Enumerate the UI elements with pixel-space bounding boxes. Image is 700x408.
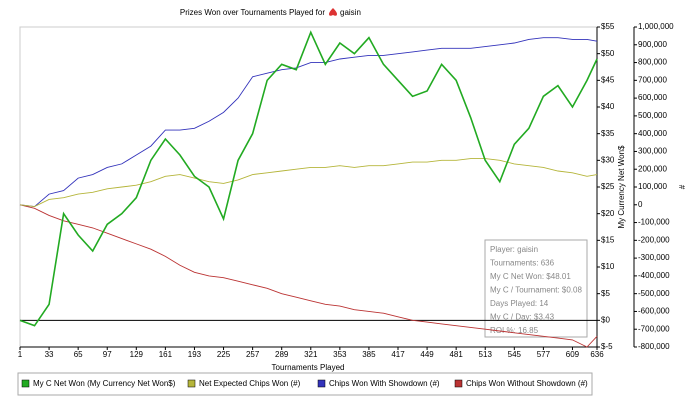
legend-label: Net Expected Chips Won (#) bbox=[199, 379, 301, 388]
y-axis-label: My Currency Net Won$ bbox=[617, 145, 626, 229]
x-tick-label: 481 bbox=[449, 350, 463, 359]
x-tick-label: 257 bbox=[246, 350, 260, 359]
y-tick-label: $15 bbox=[601, 235, 615, 244]
legend-swatch bbox=[317, 379, 326, 388]
x-axis-label: Tournaments Played bbox=[272, 363, 345, 372]
spade-icon bbox=[329, 8, 337, 16]
y2-tick-label: -400,000 bbox=[638, 271, 670, 280]
series-line bbox=[19, 30, 598, 327]
y-tick-label: $45 bbox=[601, 75, 615, 84]
y-tick-label: $40 bbox=[601, 102, 615, 111]
y-tick-label: $30 bbox=[601, 155, 615, 164]
chart-title: Prizes Won over Tournaments Played for bbox=[180, 8, 325, 17]
x-tick-label: 449 bbox=[420, 350, 434, 359]
legend-label: Chips Won With Showdown (#) bbox=[329, 379, 440, 388]
y2-axis-label: # bbox=[678, 184, 687, 189]
x-tick-label: 289 bbox=[275, 350, 289, 359]
y-tick-label: $10 bbox=[601, 262, 615, 271]
y2-tick-label: 700,000 bbox=[638, 75, 667, 84]
legend-swatch bbox=[454, 379, 463, 388]
legend-label: Chips Won Without Showdown (#) bbox=[466, 379, 588, 388]
x-tick-label: 417 bbox=[391, 350, 405, 359]
y2-tick-label: -800,000 bbox=[638, 342, 670, 351]
y2-tick-label: -100,000 bbox=[638, 218, 670, 227]
x-tick-label: 1 bbox=[18, 350, 23, 359]
info-line: ROI %: 16.85 bbox=[490, 326, 539, 335]
legend-label: My C Net Won (My Currency Net Won$) bbox=[33, 379, 176, 388]
y2-tick-label: -500,000 bbox=[638, 289, 670, 298]
x-tick-label: 385 bbox=[362, 350, 376, 359]
y-tick-label: $50 bbox=[601, 49, 615, 58]
y2-tick-label: 900,000 bbox=[638, 40, 667, 49]
series-line bbox=[19, 37, 598, 208]
y-tick-label: $25 bbox=[601, 182, 615, 191]
y2-tick-label: 400,000 bbox=[638, 129, 667, 138]
chart-player: gaisin bbox=[340, 8, 361, 17]
y2-tick-label: -700,000 bbox=[638, 324, 670, 333]
series-line bbox=[19, 204, 598, 348]
x-tick-label: 33 bbox=[45, 350, 54, 359]
x-tick-label: 129 bbox=[130, 350, 144, 359]
info-box: Player: gaisin Tournaments: 636 My C Net W… bbox=[484, 239, 588, 338]
y-tick-label: $35 bbox=[601, 129, 615, 138]
x-tick-label: 545 bbox=[508, 350, 522, 359]
y2-tick-label: 500,000 bbox=[638, 111, 667, 120]
info-line: Player: gaisin bbox=[490, 245, 538, 254]
legend-swatch bbox=[187, 379, 196, 388]
x-tick-label: 321 bbox=[304, 350, 318, 359]
y-tick-label: $20 bbox=[601, 209, 615, 218]
y2-tick-label: 1,000,000 bbox=[638, 22, 674, 31]
x-tick-label: 65 bbox=[74, 350, 83, 359]
y2-tick-label: 300,000 bbox=[638, 147, 667, 156]
legend-swatch bbox=[21, 379, 30, 388]
y-tick-label: $55 bbox=[601, 22, 615, 31]
info-line: Days Played: 14 bbox=[490, 299, 549, 308]
info-line: Tournaments: 636 bbox=[490, 259, 555, 268]
info-line: My C / Tournament: $0.08 bbox=[490, 286, 582, 295]
x-tick-label: 193 bbox=[188, 350, 202, 359]
y-tick-label: $0 bbox=[601, 315, 610, 324]
x-tick-label: 577 bbox=[537, 350, 551, 359]
y-tick-label: $5 bbox=[601, 289, 610, 298]
y-tick-label: $-5 bbox=[601, 342, 613, 351]
x-tick-label: 513 bbox=[479, 350, 493, 359]
x-tick-label: 636 bbox=[590, 350, 604, 359]
y2-tick-label: 100,000 bbox=[638, 182, 667, 191]
x-tick-label: 225 bbox=[217, 350, 231, 359]
y2-tick-label: 200,000 bbox=[638, 164, 667, 173]
x-tick-label: 97 bbox=[103, 350, 112, 359]
y2-tick-label: 600,000 bbox=[638, 93, 667, 102]
y2-tick-label: -300,000 bbox=[638, 253, 670, 262]
y2-tick-label: 800,000 bbox=[638, 58, 667, 67]
y2-tick-label: -600,000 bbox=[638, 307, 670, 316]
y2-tick-label: 0 bbox=[638, 200, 643, 209]
info-line: My C Net Won: $48.01 bbox=[490, 272, 571, 281]
x-tick-label: 161 bbox=[159, 350, 173, 359]
x-tick-label: 609 bbox=[566, 350, 580, 359]
y2-tick-label: -200,000 bbox=[638, 235, 670, 244]
series-line bbox=[19, 158, 598, 208]
x-tick-label: 353 bbox=[333, 350, 347, 359]
info-line: My C / Day: $3.43 bbox=[490, 313, 555, 322]
legend-box bbox=[17, 372, 593, 396]
